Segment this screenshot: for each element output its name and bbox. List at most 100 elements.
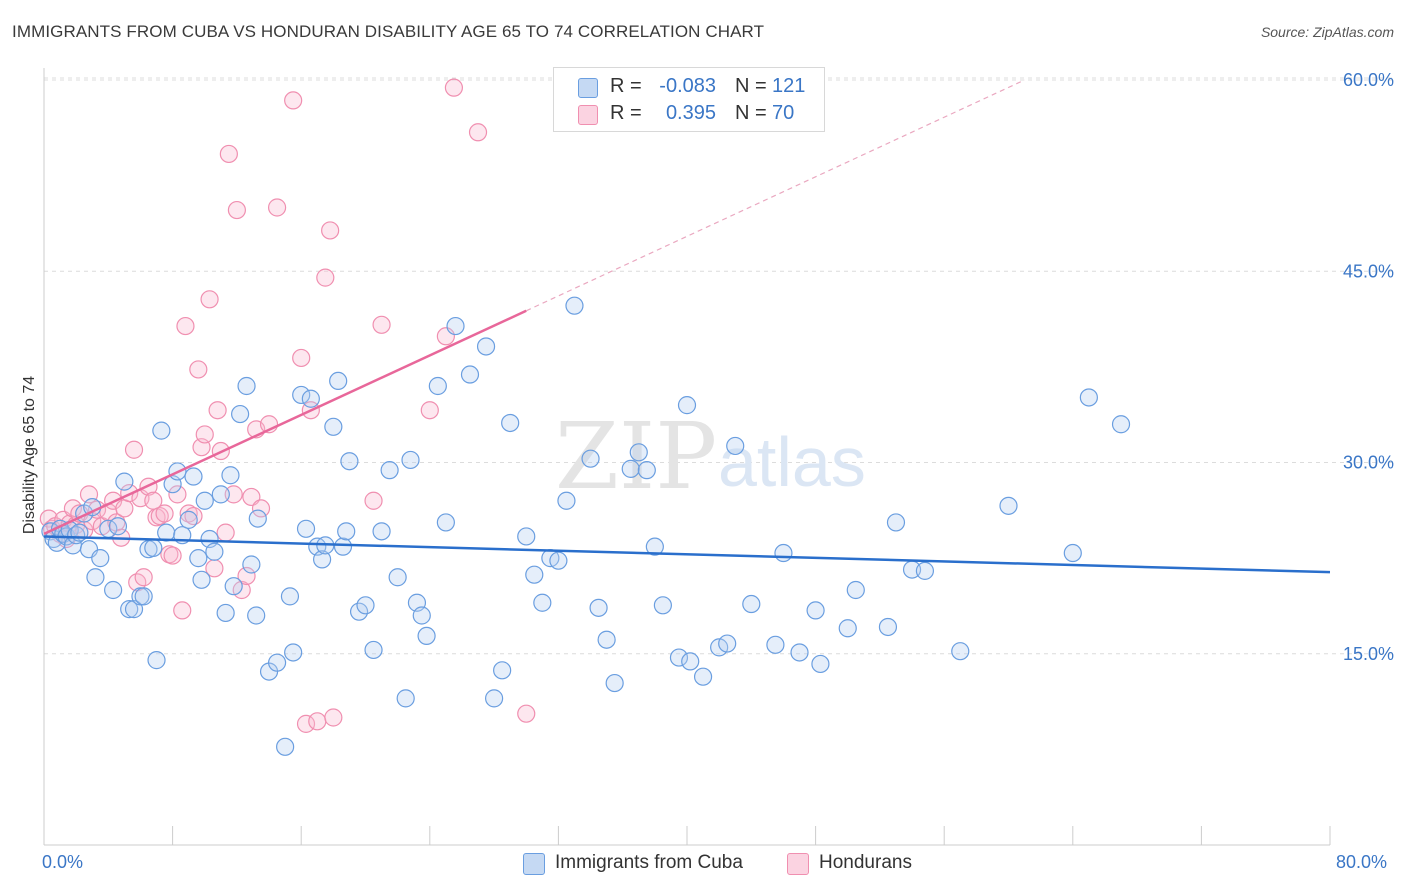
point-cuba [605, 673, 624, 693]
axes [43, 68, 1331, 846]
point-cuba [726, 436, 745, 456]
point-cuba [597, 630, 616, 649]
point-hondurans [173, 601, 192, 620]
point-hondurans [251, 499, 271, 518]
point-cuba [134, 587, 153, 606]
point-cuba [766, 635, 785, 654]
point-cuba [184, 467, 203, 486]
point-cuba [192, 570, 211, 589]
point-cuba [179, 510, 198, 529]
point-cuba [108, 517, 128, 536]
point-cuba [144, 538, 163, 558]
point-cuba [195, 491, 214, 510]
point-cuba [681, 652, 700, 671]
point-cuba [557, 491, 576, 510]
point-hondurans [296, 714, 316, 733]
point-cuba [549, 551, 568, 570]
legend-r-label: R = [610, 75, 642, 97]
point-cuba [436, 513, 455, 532]
point-hondurans [372, 315, 391, 334]
point-cuba [292, 385, 311, 405]
point-cuba [301, 389, 320, 408]
point-hondurans [208, 401, 227, 420]
point-hondurans [168, 485, 187, 504]
point-cuba [886, 513, 906, 532]
point-hondurans [150, 506, 169, 526]
point-cuba [329, 371, 348, 390]
point-hondurans [189, 360, 208, 379]
point-cuba [337, 522, 356, 541]
point-cuba [115, 472, 134, 491]
point-hondurans [237, 566, 256, 586]
point-cuba [417, 626, 436, 646]
point-hondurans [517, 704, 536, 723]
point-hondurans [115, 499, 134, 518]
point-hondurans [364, 491, 383, 510]
point-cuba [91, 549, 110, 568]
point-cuba [621, 459, 640, 478]
point-cuba [147, 651, 166, 670]
point-hondurans [444, 78, 464, 97]
point-hondurans [124, 440, 144, 459]
point-cuba [581, 449, 600, 468]
point-cuba [677, 396, 697, 415]
point-cuba [211, 485, 230, 504]
point-cuba [372, 522, 391, 541]
point-cuba [846, 580, 865, 600]
point-cuba [86, 568, 105, 587]
point-cuba [356, 596, 375, 615]
point-cuba [915, 561, 935, 580]
point-cuba [396, 689, 415, 708]
point-cuba [104, 580, 123, 600]
source-credit: Source: ZipAtlas.com [1260, 24, 1394, 40]
point-hondurans [267, 198, 287, 217]
point-cuba [525, 565, 544, 584]
point-cuba [742, 594, 761, 614]
point-cuba [224, 577, 243, 596]
point-cuba [629, 443, 648, 462]
point-hondurans [176, 316, 195, 336]
point-hondurans [179, 504, 198, 523]
point-cuba [231, 404, 250, 424]
point-cuba [501, 413, 520, 433]
point-cuba [999, 496, 1018, 515]
point-cuba [637, 461, 656, 480]
point-hondurans [321, 221, 340, 240]
point-cuba [774, 543, 793, 563]
point-cuba [460, 365, 480, 384]
point-cuba [189, 549, 208, 568]
point-hondurans [155, 504, 174, 523]
y-tick-label: 60.0% [1343, 70, 1394, 90]
point-cuba [152, 421, 171, 440]
bottom-legend-swatch-hondurans [787, 853, 809, 875]
point-cuba [806, 601, 825, 620]
point-cuba [476, 337, 496, 356]
point-hondurans [134, 568, 153, 587]
hondurans-points [39, 78, 536, 733]
point-cuba [280, 587, 300, 606]
point-cuba [645, 537, 664, 556]
point-hondurans [200, 290, 219, 309]
cuba-points [41, 296, 1131, 756]
point-cuba [324, 417, 343, 436]
point-hondurans [163, 546, 182, 565]
point-hondurans [420, 401, 439, 420]
point-cuba [589, 598, 608, 617]
legend-r-label: R = [610, 102, 642, 124]
point-cuba [388, 568, 407, 587]
point-cuba [653, 596, 672, 615]
chart-title: IMMIGRANTS FROM CUBA VS HONDURAN DISABIL… [12, 22, 765, 41]
legend-n-label: N = [735, 75, 767, 97]
point-cuba [296, 519, 316, 538]
point-cuba [120, 600, 139, 619]
point-hondurans [468, 123, 488, 142]
point-cuba [242, 555, 261, 574]
point-cuba [205, 542, 224, 561]
y-tick-labels: 15.0% 30.0% 45.0% 60.0% [1343, 70, 1394, 664]
point-cuba [412, 606, 431, 625]
watermark: ZIP atlas [555, 403, 866, 510]
point-cuba [878, 617, 898, 637]
point-hondurans [195, 425, 214, 444]
point-hondurans [292, 348, 311, 368]
